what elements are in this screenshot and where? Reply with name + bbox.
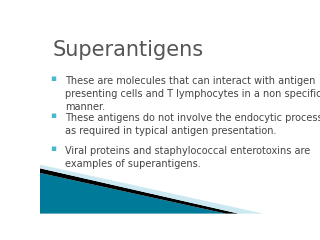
Polygon shape	[40, 173, 226, 214]
Polygon shape	[40, 165, 263, 214]
Text: These are molecules that can interact with antigen
presenting cells and T lympho: These are molecules that can interact wi…	[65, 76, 320, 112]
Text: ▪: ▪	[51, 111, 57, 120]
Polygon shape	[40, 168, 238, 214]
Text: ▪: ▪	[51, 74, 57, 83]
Text: ▪: ▪	[51, 144, 57, 153]
Text: Viral proteins and staphylococcal enterotoxins are
examples of superantigens.: Viral proteins and staphylococcal entero…	[65, 146, 310, 169]
Text: These antigens do not involve the endocytic processing
as required in typical an: These antigens do not involve the endocy…	[65, 113, 320, 136]
Text: Superantigens: Superantigens	[52, 40, 204, 60]
